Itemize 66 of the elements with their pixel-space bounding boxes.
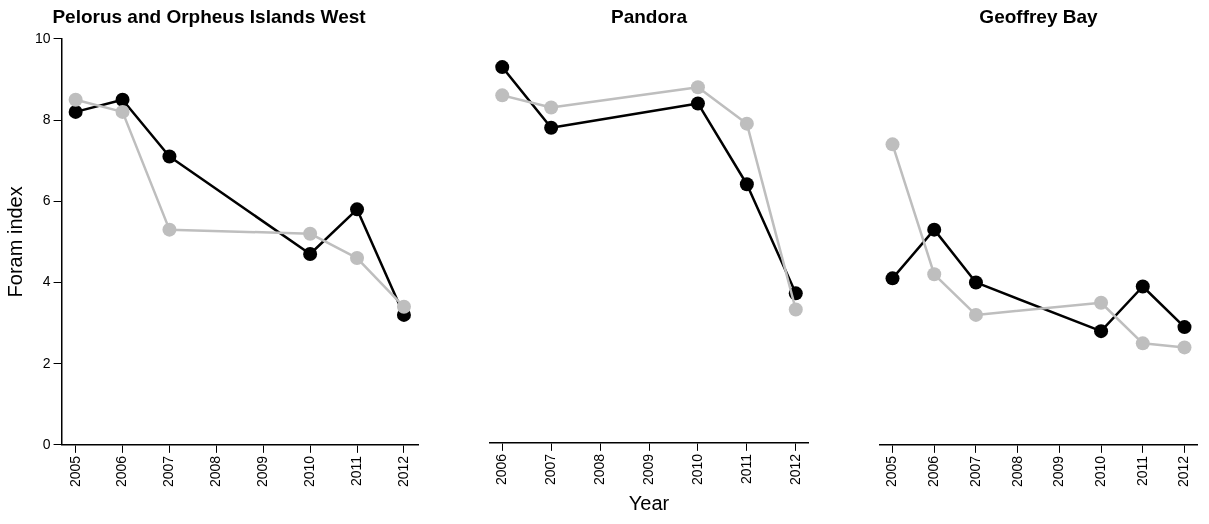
x-tick-label: 2006 [113,455,130,488]
point [739,116,754,131]
point [544,120,559,135]
y-axis-title: Foram index [3,186,26,298]
y-tick-label: 0 [42,435,51,452]
point [1177,320,1192,335]
point [162,222,177,237]
y-tick-label: 6 [42,192,51,209]
point [690,96,705,111]
point [115,104,130,119]
point [927,222,942,237]
point [885,137,900,152]
x-tick-label: 2006 [493,453,510,486]
point [495,60,510,75]
x-tick-label: 2009 [1050,455,1067,488]
chart-title: Geoffrey Bay [979,5,1099,27]
x-tick-label: 2012 [1175,455,1192,488]
point [303,247,318,262]
y-tick-label: 8 [42,110,51,127]
point [115,92,130,107]
x-tick-label: 2005 [66,455,83,488]
x-axis-title: Year [628,491,670,514]
x-tick-label: 2007 [160,455,177,488]
point [544,100,559,115]
point [1135,279,1150,294]
point [968,275,983,290]
x-tick-label: 2010 [300,455,317,488]
x-tick-label: 2007 [966,455,983,488]
y-tick-label: 2 [42,354,51,371]
point [1177,340,1192,355]
x-tick-label: 2009 [254,455,271,488]
x-tick-label: 2011 [1133,455,1150,486]
x-tick-label: 2010 [688,453,705,486]
chart-title: Pelorus and Orpheus Islands West [52,5,367,27]
point [495,88,510,103]
point [927,267,942,282]
point [303,226,318,241]
x-tick-label: 2008 [590,453,607,486]
x-tick-label: 2012 [786,453,803,486]
point [788,302,803,317]
point [350,251,365,266]
x-tick-label: 2011 [737,453,754,484]
point [1135,336,1150,351]
x-tick-label: 2005 [883,455,900,488]
point [1094,295,1109,310]
point [162,149,177,164]
y-tick-label: 4 [42,273,51,290]
point [968,307,983,322]
point [690,80,705,95]
point [68,104,83,119]
x-tick-label: 2010 [1091,455,1108,488]
point [739,177,754,192]
chart-title: Pandora [610,5,688,27]
point [885,271,900,286]
point [68,92,83,107]
x-tick-label: 2007 [542,453,559,486]
x-tick-label: 2008 [1008,455,1025,488]
x-tick-label: 2006 [925,455,942,488]
x-tick-label: 2008 [207,455,224,488]
y-tick-label: 10 [34,29,51,46]
point [350,202,365,217]
x-tick-label: 2011 [347,455,364,486]
x-tick-label: 2009 [639,453,656,486]
point [1094,324,1109,339]
point [396,299,411,314]
x-tick-label: 2012 [394,455,411,488]
